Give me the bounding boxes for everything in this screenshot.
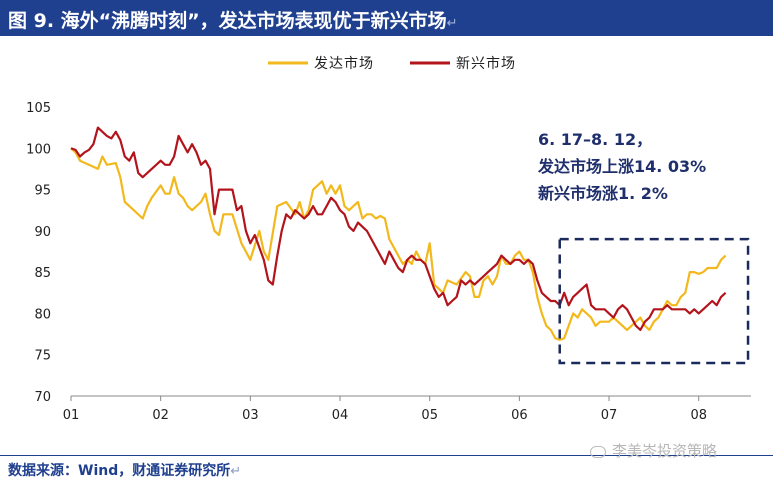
title-bar: 图 9. 海外“沸腾时刻”，发达市场表现优于新兴市场↵: [0, 0, 773, 36]
highlight-box: [558, 237, 750, 365]
y-tick-label-95: 95: [34, 184, 51, 199]
source-divider: [0, 455, 773, 456]
legend-label-developed: 发达市场: [314, 55, 374, 72]
y-tick-label-100: 100: [26, 142, 51, 157]
y-tick-label-80: 80: [34, 307, 51, 322]
figure-title: 图 9. 海外“沸腾时刻”，发达市场表现优于新兴市场↵: [8, 10, 458, 32]
legend-label-emerging: 新兴市场: [456, 55, 516, 72]
y-tick-label-70: 70: [34, 390, 51, 405]
y-tick-label-75: 75: [34, 349, 51, 364]
x-tick-label-08: 08: [690, 408, 707, 423]
series-line-developed: [70, 147, 727, 341]
y-tick-label-85: 85: [34, 266, 51, 281]
source-return-mark: ↵: [230, 464, 242, 479]
x-tick-label-05: 05: [421, 408, 438, 423]
y-tick-label-105: 105: [26, 101, 51, 116]
y-tick-label-90: 90: [34, 225, 51, 240]
x-tick-label-07: 07: [601, 408, 618, 423]
watermark: 李美岑投资策略: [590, 440, 717, 461]
annotation-line-3: 新兴市场涨1. 2%: [538, 184, 668, 203]
x-tick-label-03: 03: [242, 408, 259, 423]
annotation-line-2: 发达市场上涨14. 03%: [537, 157, 706, 176]
annotation-line-1: 6. 17–8. 12，: [538, 130, 652, 149]
return-mark: ↵: [446, 16, 458, 31]
x-tick-label-02: 02: [152, 408, 169, 423]
series-line-emerging: [70, 126, 727, 331]
x-tick-label-04: 04: [332, 408, 349, 423]
x-tick-label-01: 01: [63, 408, 80, 423]
x-tick-label-06: 06: [511, 408, 528, 423]
source-note: 数据来源：Wind，财通证券研究所↵: [8, 463, 242, 479]
wechat-icon: [590, 445, 606, 458]
